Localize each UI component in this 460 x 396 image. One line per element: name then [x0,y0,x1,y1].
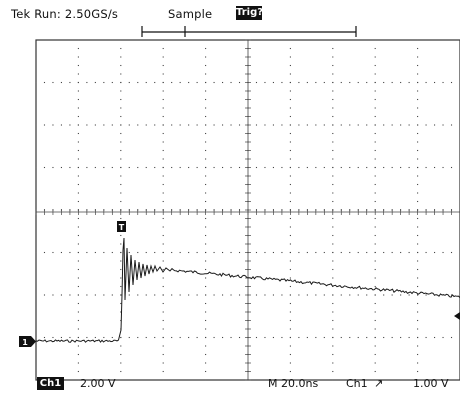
trigger-source: Ch1 [346,377,368,390]
trigger-level-arrow[interactable] [454,312,460,320]
readout-bar: Ch1 2.00 V M 20.0ns Ch1 ↗ 1.00 V [0,372,460,396]
trigger-position-marker: T [117,221,126,232]
graticule [35,39,460,381]
acquisition-mode: Sample [168,7,213,21]
timebase-readout: M 20.0ns [268,377,319,390]
acquisition-readout: Tek Run: 2.50GS/s [11,7,119,21]
record-position-indicator [141,26,357,37]
channel-readout-badge[interactable]: Ch1 [37,377,64,390]
status-bar: Tek Run: 2.50GS/s Sample Trig? [0,0,460,30]
channel-marker-text: 1 [22,338,28,347]
waveform-trace [35,237,460,343]
channel-1-ground-marker[interactable]: 1 [19,336,36,347]
trigger-level: 1.00 V [413,377,449,390]
trigger-slope-icon: ↗ [374,377,384,390]
volts-per-div: 2.00 V [80,377,116,390]
trigger-marker-text: T [119,223,125,232]
trigger-status-badge: Trig? [236,6,264,20]
